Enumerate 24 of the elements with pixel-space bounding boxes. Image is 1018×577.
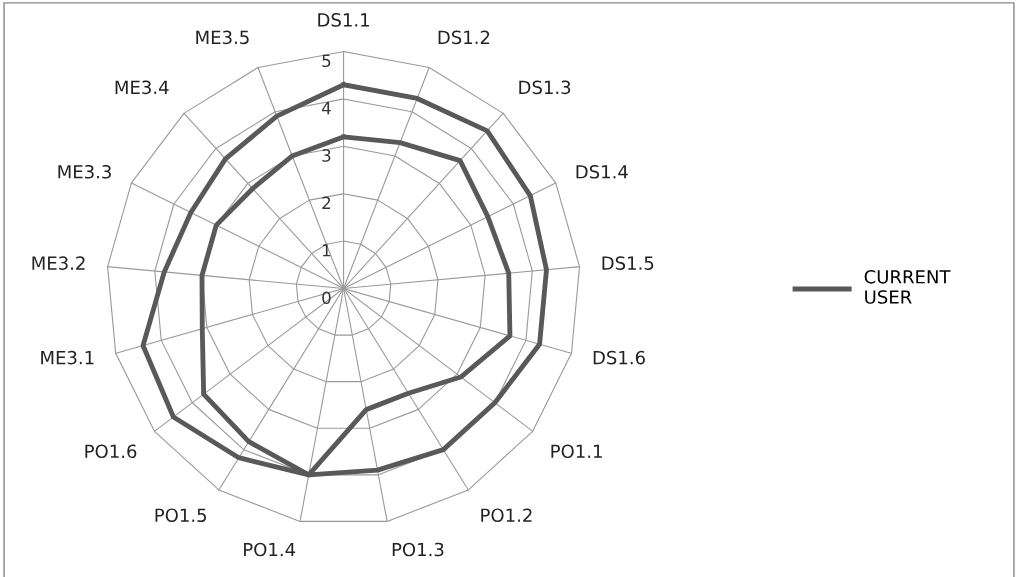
- y-tick-label: 5: [322, 54, 331, 68]
- spoke-label: ME3.3: [58, 164, 111, 179]
- spoke-label: PO1.4: [244, 542, 296, 557]
- spoke-label: ME3.4: [115, 80, 169, 95]
- spoke-label: PO1.1: [551, 444, 602, 459]
- y-tick-label: 2: [322, 196, 331, 209]
- spoke-label: DS1.2: [438, 30, 490, 45]
- spoke-label: DS1.4: [576, 164, 628, 179]
- spoke-label: DS1.1: [318, 13, 369, 27]
- spoke-label: DS1.5: [602, 256, 654, 270]
- legend-label: CURRENT USER: [864, 269, 951, 304]
- y-tick-label: 0: [322, 291, 331, 304]
- spoke-label: PO1.3: [392, 542, 444, 557]
- spoke-label: DS1.6: [593, 350, 645, 365]
- spoke-label: ME3.1: [41, 350, 94, 365]
- spoke-label: PO1.2: [481, 508, 532, 523]
- spoke-label: ME3.5: [196, 30, 249, 45]
- spoke-label: ME3.2: [32, 256, 85, 270]
- spoke-label: DS1.3: [519, 80, 571, 95]
- spoke-label: PO1.5: [155, 508, 207, 523]
- y-tick-label: 4: [321, 102, 331, 115]
- y-tick-label: 3: [322, 149, 331, 162]
- y-tick-label: 1: [322, 244, 331, 257]
- spoke-label: PO1.6: [85, 444, 137, 459]
